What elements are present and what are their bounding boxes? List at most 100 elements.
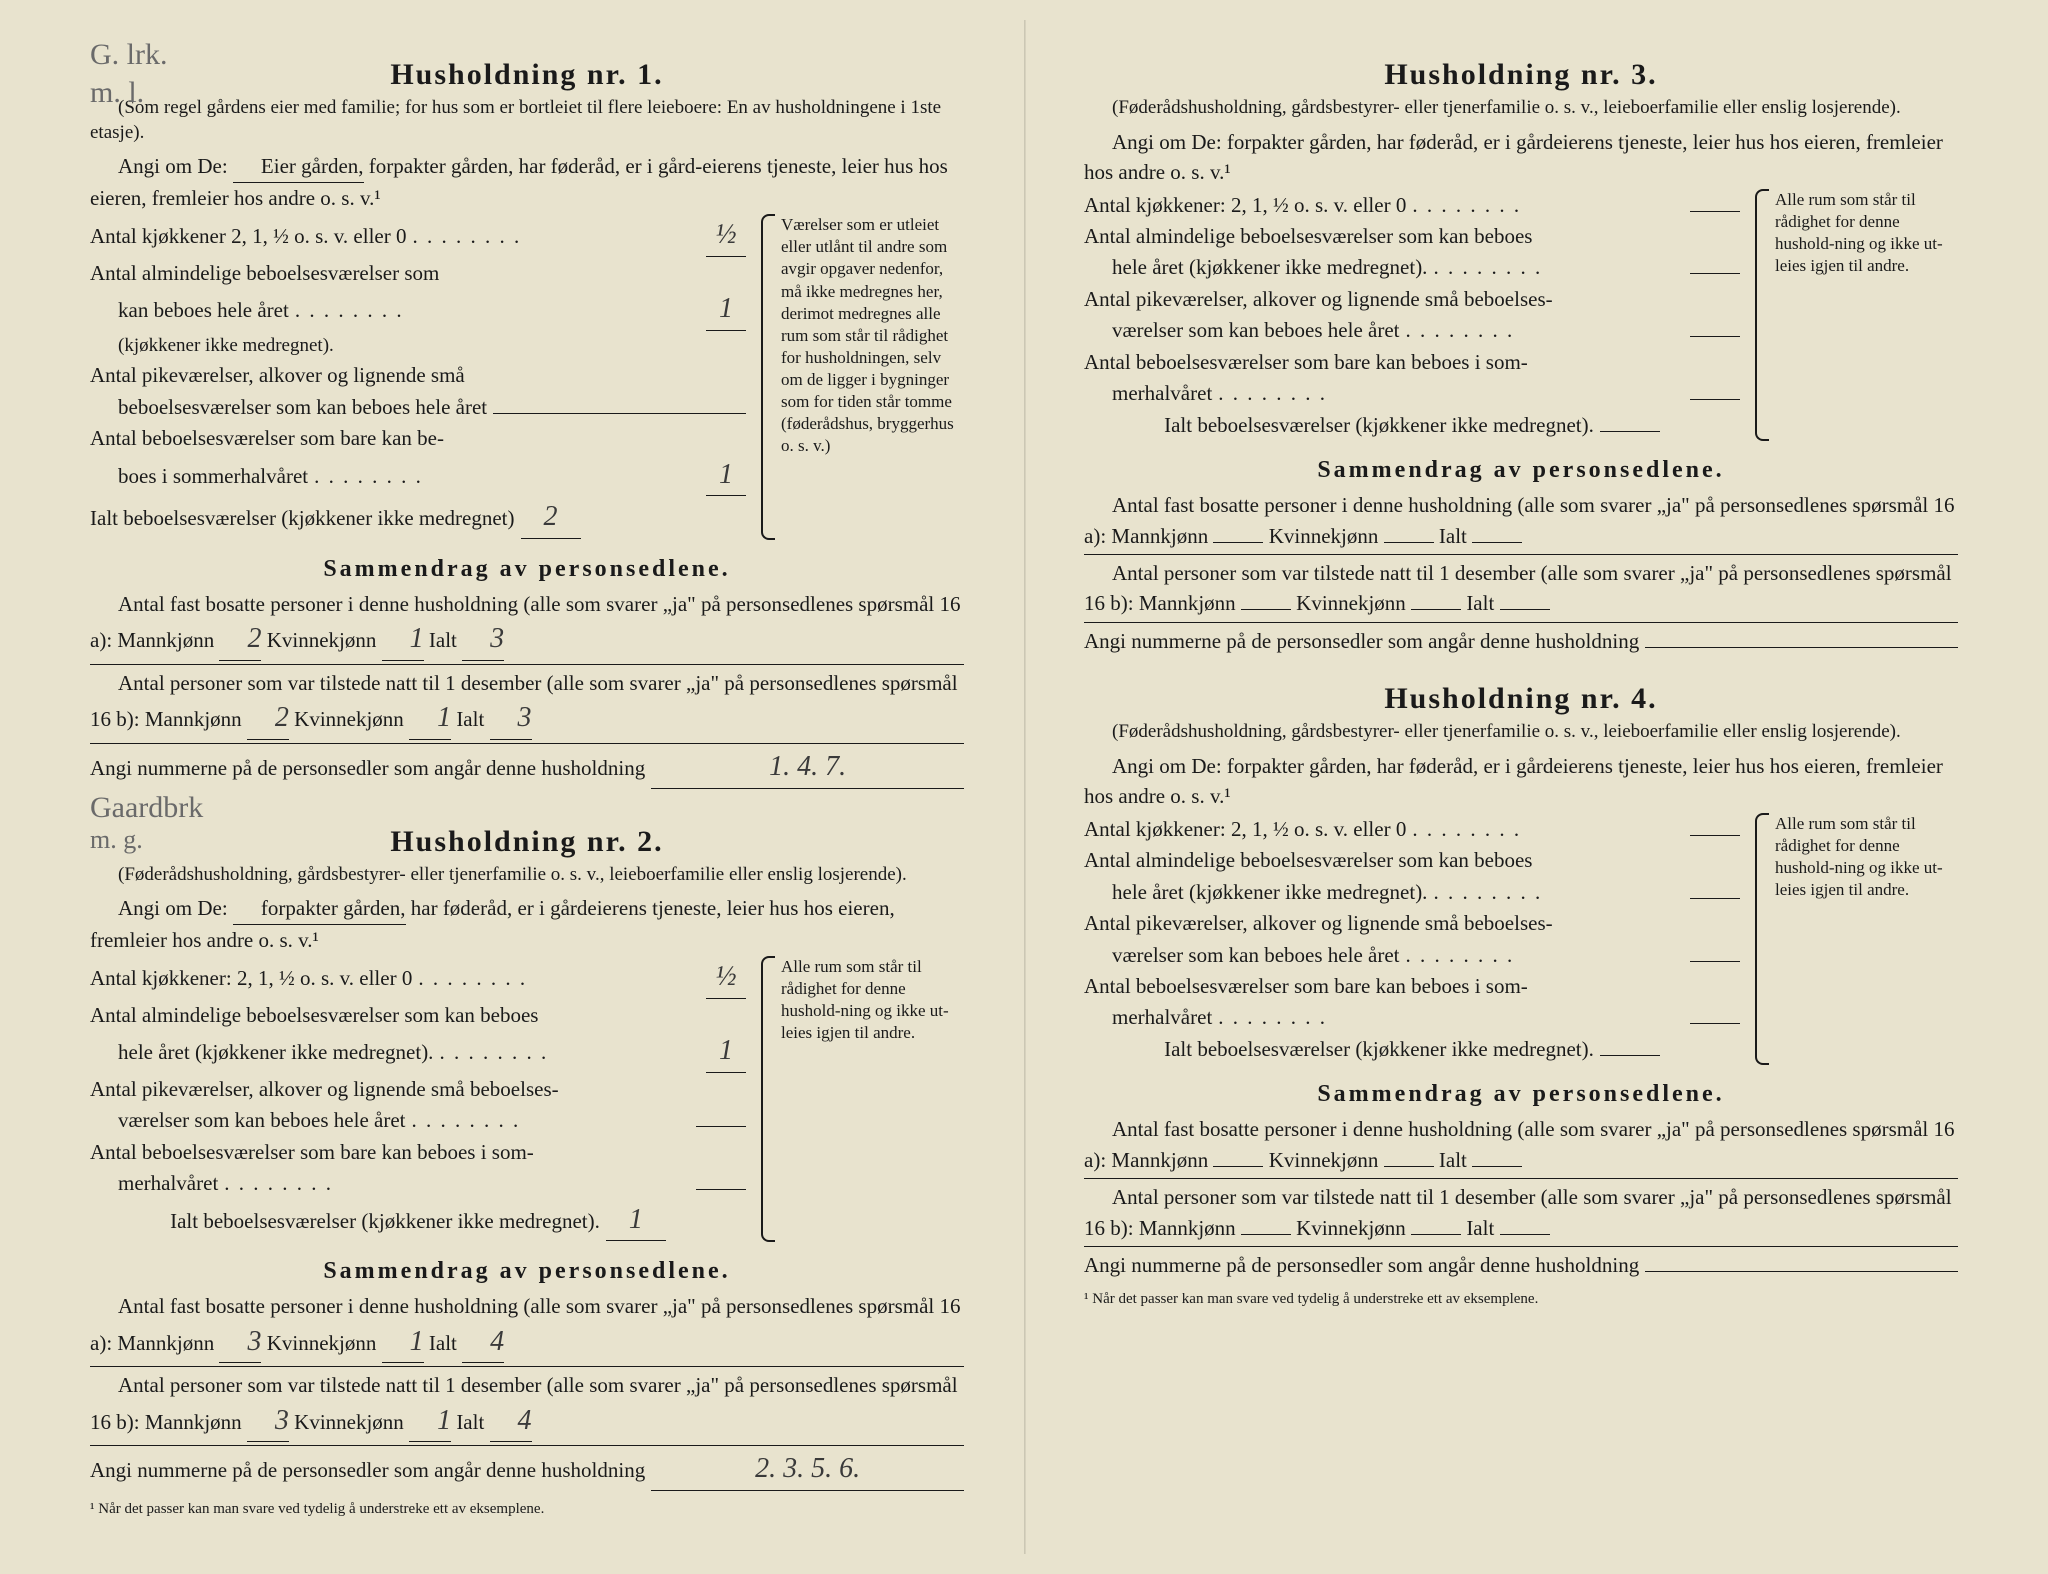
household-1-fast: Antal fast bosatte personer i denne hush… [90, 589, 964, 661]
alm-label-2: hele året (kjøkkener ikke medregnet). [90, 1037, 433, 1067]
sommer-label-1: Antal beboelsesværelser som bare kan be- [90, 423, 746, 453]
household-2-fast: Antal fast bosatte personer i denne hush… [90, 1291, 964, 1363]
pike-label-1: Antal pikeværelser, alkover og lignende … [1084, 284, 1740, 314]
fast-ialt: 4 [462, 1322, 504, 1364]
dots [413, 221, 701, 251]
right-page: Husholdning nr. 3. (Føderådshusholdning,… [1024, 20, 2028, 1554]
household-3-sidenote: Alle rum som står til rådighet for denne… [1758, 189, 1958, 442]
alm-value: 1 [706, 1031, 746, 1073]
fast-mann: 3 [219, 1322, 261, 1364]
ialt-label: Ialt [1439, 524, 1467, 548]
page-fold [1024, 20, 1026, 1554]
census-form-page: G. lrk. m. l. Husholdning nr. 1. (Som re… [20, 20, 2028, 1554]
fast-kvinne: 1 [382, 1322, 424, 1364]
sommer-value [1690, 1023, 1740, 1024]
ialt-label: Ialt [429, 628, 457, 652]
household-1-angi: Angi om De: Eier gården, forpakter gårde… [90, 151, 964, 213]
household-3-rooms-block: Antal kjøkkener: 2, 1, ½ o. s. v. eller … [1084, 189, 1958, 442]
tilst-ialt: 4 [490, 1401, 532, 1443]
tilst-ialt: 3 [490, 698, 532, 740]
separator [90, 1366, 964, 1367]
brace-icon [761, 214, 775, 540]
kjokken-value [1690, 211, 1740, 212]
fast-pre: Antal fast bosatte personer i denne hush… [1084, 1117, 1955, 1171]
household-4-fast: Antal fast bosatte personer i denne hush… [1084, 1114, 1958, 1175]
household-2-title: Husholdning nr. 2. [90, 825, 964, 859]
nummer-value [1645, 647, 1958, 648]
household-1-title: Husholdning nr. 1. [90, 58, 964, 92]
dots [1412, 814, 1684, 844]
household-3-angi: Angi om De: forpakter gården, har føderå… [1084, 127, 1958, 188]
fast-mann [1213, 1166, 1263, 1167]
household-1-tilstede: Antal personer som var tilstede natt til… [90, 668, 964, 740]
kvinne-label: Kvinnekjønn [267, 1331, 377, 1355]
pencil-annotation-mg: m. g. [90, 825, 143, 854]
separator [90, 664, 964, 665]
tilst-mann [1241, 609, 1291, 610]
nummer-label: Angi nummerne på de personsedler som ang… [1084, 626, 1639, 656]
sidebox-text: Værelser som er utleiet eller utlånt til… [781, 215, 954, 455]
kvinne-label: Kvinnekjønn [1269, 524, 1379, 548]
dots [295, 295, 700, 325]
angi-underlined: Eier gården, [233, 151, 364, 182]
fast-ialt [1472, 1166, 1522, 1167]
household-4-sidenote: Alle rum som står til rådighet for denne… [1758, 813, 1958, 1066]
dots [224, 1168, 690, 1198]
fast-mann: 2 [219, 619, 261, 661]
pike-label-2: værelser som kan beboes hele året [1084, 940, 1399, 970]
left-page: Husholdning nr. 1. (Som regel gårdens ei… [20, 20, 1024, 1554]
footnote-right: ¹ Når det passer kan man svare ved tydel… [1084, 1291, 1958, 1308]
fast-mann [1213, 542, 1263, 543]
alm-label-2: hele året (kjøkkener ikke medregnet). [1084, 252, 1427, 282]
dots [1218, 378, 1684, 408]
sommer-label-1: Antal beboelsesværelser som bare kan beb… [1084, 347, 1740, 377]
alm-value [1690, 273, 1740, 274]
dots [1433, 877, 1684, 907]
separator [90, 1445, 964, 1446]
tilst-mann: 2 [247, 698, 289, 740]
sommer-label-2: merhalvåret [90, 1168, 218, 1198]
dots [411, 1105, 690, 1135]
household-4-angi: Angi om De: forpakter gården, har føderå… [1084, 751, 1958, 812]
kjokken-label: Antal kjøkkener: 2, 1, ½ o. s. v. eller … [90, 963, 412, 993]
kvinne-label: Kvinnekjønn [1296, 591, 1406, 615]
sidebox-text: Alle rum som står til rådighet for denne… [1775, 814, 1943, 899]
household-4-rooms-block: Antal kjøkkener: 2, 1, ½ o. s. v. eller … [1084, 813, 1958, 1066]
fast-kvinne [1384, 1166, 1434, 1167]
household-2-nummer: Angi nummerne på de personsedler som ang… [90, 1449, 964, 1491]
separator [1084, 622, 1958, 623]
angi-underlined: forpakter gården, [233, 893, 406, 924]
household-2-rooms-block: Antal kjøkkener: 2, 1, ½ o. s. v. eller … [90, 956, 964, 1242]
alm-label-1: Antal almindelige beboelsesværelser som … [90, 1000, 746, 1030]
ialt-value: 1 [606, 1200, 666, 1242]
ialt-label: Ialt [429, 1331, 457, 1355]
kvinne-label: Kvinnekjønn [1269, 1148, 1379, 1172]
ialt-label: Ialt [1466, 1216, 1494, 1240]
dots [439, 1037, 700, 1067]
household-1-rooms-block: Antal kjøkkener 2, 1, ½ o. s. v. eller 0… [90, 214, 964, 540]
household-2-subtitle: (Føderådshusholdning, gårdsbestyrer- ell… [90, 863, 964, 888]
alm-label-1: Antal almindelige beboelsesværelser som … [1084, 845, 1740, 875]
kjokken-label: Antal kjøkkener: 2, 1, ½ o. s. v. eller … [1084, 190, 1406, 220]
ialt-label: Ialt beboelsesværelser (kjøkkener ikke m… [90, 503, 515, 533]
sommer-label-1: Antal beboelsesværelser som bare kan beb… [1084, 971, 1740, 1001]
separator [1084, 554, 1958, 555]
household-1-subtitle: (Som regel gårdens eier med familie; for… [90, 96, 964, 145]
ialt-value [1600, 1055, 1660, 1056]
ialt-label: Ialt beboelsesværelser (kjøkkener ikke m… [170, 1206, 600, 1236]
sommer-label-2: merhalvåret [1084, 1002, 1212, 1032]
tilst-kvinne: 1 [409, 698, 451, 740]
household-4-title: Husholdning nr. 4. [1084, 682, 1958, 716]
fast-kvinne: 1 [382, 619, 424, 661]
nummer-value: 1. 4. 7. [651, 747, 964, 789]
alm-paren: (kjøkkener ikke medregnet). [90, 332, 746, 360]
dots [1405, 315, 1684, 345]
separator [90, 743, 964, 744]
fast-pre: Antal fast bosatte personer i denne hush… [1084, 493, 1955, 547]
tilst-ialt [1500, 609, 1550, 610]
kvinne-label: Kvinnekjønn [294, 1410, 404, 1434]
alm-value: 1 [706, 289, 746, 331]
household-4-subtitle: (Føderådshusholdning, gårdsbestyrer- ell… [1084, 720, 1958, 745]
household-2-sidenote: Alle rum som står til rådighet for denne… [764, 956, 964, 1242]
kjokken-value: ½ [706, 215, 746, 257]
